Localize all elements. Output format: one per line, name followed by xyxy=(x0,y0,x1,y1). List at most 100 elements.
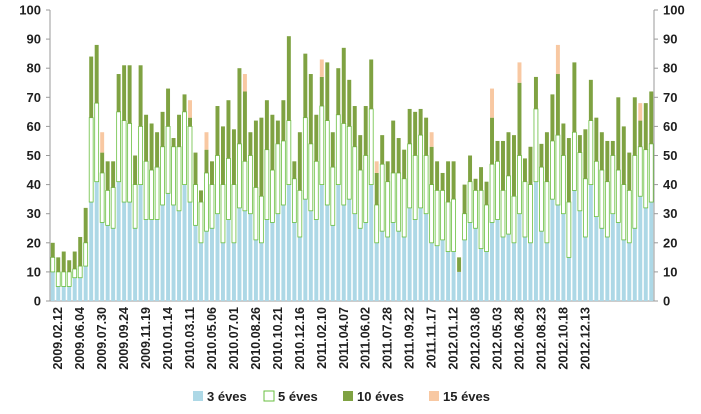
bar-segment-series-1 xyxy=(220,242,225,301)
bar-segment-series-3 xyxy=(297,132,302,191)
bar-segment-series-1 xyxy=(627,242,632,301)
bar-segment-series-3 xyxy=(67,260,72,272)
bar-segment-series-3 xyxy=(166,88,171,127)
bar-segment-series-3 xyxy=(473,178,478,191)
bar-segment-series-1 xyxy=(330,225,335,301)
bar-segment-series-2 xyxy=(297,190,303,238)
bar-segment-series-1 xyxy=(577,210,582,301)
bar-segment-series-4 xyxy=(188,100,192,118)
right-y-tick-label: 10 xyxy=(663,264,677,279)
bar-segment-series-3 xyxy=(649,91,654,144)
bar-segment-series-1 xyxy=(155,219,160,301)
bar-segment-series-1 xyxy=(94,181,99,301)
bar-segment-series-2 xyxy=(610,155,616,215)
bar-segment-series-1 xyxy=(473,228,478,301)
bar-segment-series-3 xyxy=(632,97,637,156)
bar-segment-series-1 xyxy=(105,225,110,301)
bar-segment-series-1 xyxy=(468,222,473,301)
x-tick-label: 2011.02.10 xyxy=(315,307,329,369)
left-y-tick-label: 70 xyxy=(27,90,41,105)
bar-segment-series-2 xyxy=(577,152,583,212)
bar-segment-series-1 xyxy=(67,286,72,301)
bar-segment-series-1 xyxy=(111,228,116,301)
bar-segment-series-1 xyxy=(193,225,198,301)
bar-segment-series-3 xyxy=(446,161,451,203)
bar-segment-series-3 xyxy=(292,161,297,179)
bar-segment-series-1 xyxy=(116,181,121,301)
bar-segment-series-3 xyxy=(78,236,83,267)
bar-segment-series-1 xyxy=(292,222,297,301)
bar-segment-series-1 xyxy=(517,213,522,301)
bar-segment-series-2 xyxy=(462,213,467,241)
bar-segment-series-2 xyxy=(94,102,100,183)
bar-segment-series-3 xyxy=(561,123,566,156)
bar-segment-series-2 xyxy=(132,184,138,229)
bar-segment-series-1 xyxy=(281,204,286,301)
bar-segment-series-3 xyxy=(319,76,324,107)
bar-segment-series-2 xyxy=(335,114,341,185)
bar-segment-series-3 xyxy=(204,149,209,173)
bar-segment-series-3 xyxy=(281,100,286,141)
bar-segment-series-3 xyxy=(396,138,401,173)
bar-segment-series-3 xyxy=(155,132,160,168)
bar-segment-series-2 xyxy=(396,172,402,232)
bar-segment-series-1 xyxy=(380,231,385,301)
bar-segment-series-2 xyxy=(489,163,495,223)
bar-segment-series-2 xyxy=(643,149,649,209)
bar-segment-series-1 xyxy=(270,222,275,301)
bar-segment-series-2 xyxy=(517,155,522,215)
bar-segment-series-3 xyxy=(347,79,352,127)
bar-segment-series-2 xyxy=(61,271,67,287)
bar-segment-series-2 xyxy=(160,146,165,206)
bar-segment-series-1 xyxy=(385,236,390,301)
bar-segment-series-1 xyxy=(50,271,55,301)
bar-segment-series-1 xyxy=(297,236,302,301)
bar-segment-series-2 xyxy=(522,181,528,238)
bar-segment-series-3 xyxy=(374,172,379,205)
bar-segment-series-1 xyxy=(632,228,637,301)
bar-segment-series-1 xyxy=(512,242,516,301)
bar-segment-series-3 xyxy=(638,120,643,147)
bar-segment-series-2 xyxy=(363,155,369,223)
bar-segment-series-1 xyxy=(199,242,203,301)
bar-segment-series-1 xyxy=(550,199,555,301)
bar-segment-series-2 xyxy=(566,201,572,258)
bar-segment-series-2 xyxy=(198,201,204,244)
x-tick-label: 2010.03.11 xyxy=(183,307,197,369)
bar-segment-series-3 xyxy=(94,44,99,104)
right-y-tick-label: 0 xyxy=(663,294,670,309)
bar-segment-series-2 xyxy=(648,143,654,203)
bar-segment-series-1 xyxy=(336,184,341,301)
bar-segment-series-3 xyxy=(133,155,138,185)
right-y-tick-label: 20 xyxy=(663,235,677,250)
x-tick-label: 2010.05.06 xyxy=(205,307,219,370)
bar-segment-series-1 xyxy=(308,210,313,301)
left-y-tick-label: 10 xyxy=(27,264,41,279)
bar-segment-series-1 xyxy=(638,196,643,301)
bar-segment-series-3 xyxy=(56,257,61,272)
x-tick-label: 2009.06.04 xyxy=(73,307,87,370)
bar-segment-series-3 xyxy=(61,251,66,272)
bar-segment-series-2 xyxy=(539,166,544,232)
bar-segment-series-2 xyxy=(445,201,451,252)
bar-segment-series-1 xyxy=(429,242,434,301)
bar-segment-series-3 xyxy=(105,161,110,191)
bar-segment-series-3 xyxy=(242,91,247,162)
bar-segment-series-2 xyxy=(632,155,638,229)
bar-segment-series-2 xyxy=(429,184,434,244)
x-tick-label: 2009.09.24 xyxy=(117,307,131,370)
bar-segment-series-3 xyxy=(391,120,396,173)
bar-segment-series-2 xyxy=(143,160,149,220)
bar-segment-series-3 xyxy=(424,117,429,156)
bar-segment-series-2 xyxy=(55,271,61,287)
bar-segment-series-2 xyxy=(220,184,226,244)
x-tick-label: 2012.06.28 xyxy=(512,307,526,370)
axes xyxy=(46,9,658,302)
legend-label-series-4: 15 éves xyxy=(443,389,490,404)
bar-segment-series-1 xyxy=(83,266,88,301)
bar-segment-series-3 xyxy=(352,106,357,147)
bar-segment-series-3 xyxy=(83,207,88,243)
bars xyxy=(50,36,654,301)
bar-segment-series-1 xyxy=(319,184,324,301)
x-tick-label: 2010.12.16 xyxy=(293,307,307,370)
